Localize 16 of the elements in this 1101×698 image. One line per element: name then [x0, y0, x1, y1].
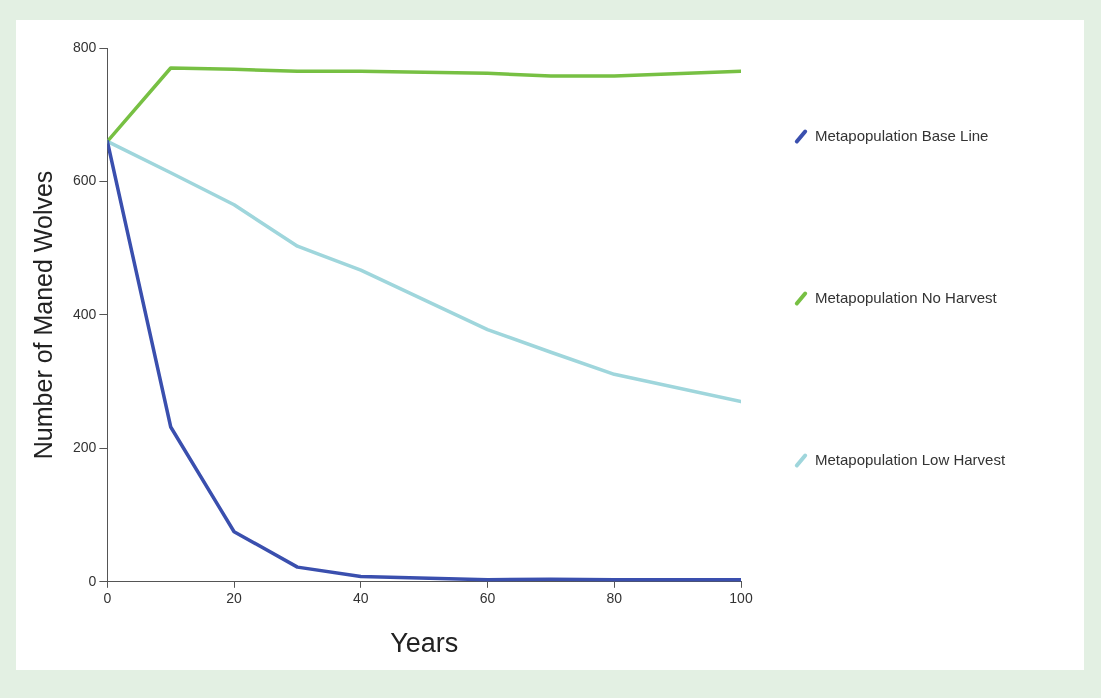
- x-tick-label: 60: [479, 590, 496, 607]
- x-axis-title: Years: [390, 628, 459, 659]
- y-tick-label: 600: [73, 172, 97, 189]
- x-tick-label: 40: [353, 590, 369, 607]
- x-tick-label: 100: [729, 590, 753, 607]
- x-tick-label: 80: [606, 590, 623, 607]
- y-tick-label: 200: [73, 439, 97, 456]
- y-tick-label: 800: [73, 38, 97, 55]
- y-axis-title: Number of Maned Wolves: [28, 170, 57, 460]
- legend-label: Metapopulation Base Line: [815, 126, 989, 146]
- x-tick-label: 0: [103, 590, 112, 607]
- y-tick-label: 0: [88, 572, 97, 589]
- legend-label: Metapopulation Low Harvest: [815, 450, 1006, 470]
- x-tick-label: 20: [226, 590, 243, 607]
- legend-label: Metapopulation No Harvest: [815, 288, 997, 308]
- y-tick-label: 400: [73, 305, 97, 322]
